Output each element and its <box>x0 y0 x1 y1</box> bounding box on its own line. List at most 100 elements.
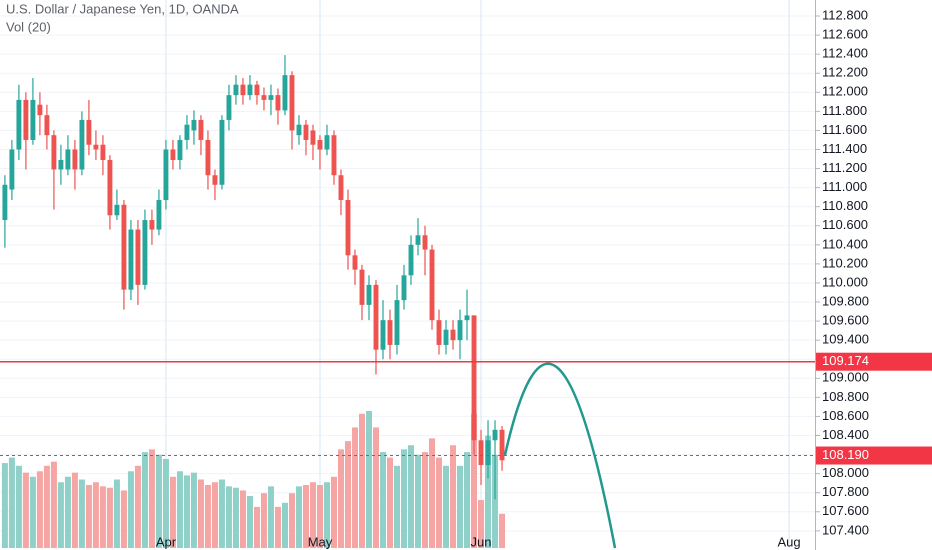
x-tick-label: Aug <box>778 534 801 549</box>
candle-body <box>212 175 218 185</box>
candle-body <box>359 269 365 305</box>
candle-body <box>485 440 491 466</box>
volume-bar <box>260 493 267 548</box>
candle-body <box>100 144 106 160</box>
candle-body <box>44 115 50 136</box>
volume-bar <box>8 457 15 548</box>
volume-bar <box>464 452 471 548</box>
volume-bar <box>302 484 309 548</box>
candle-body <box>226 95 232 120</box>
volume-bar <box>372 427 379 548</box>
candle-body <box>464 315 470 321</box>
candle-body <box>16 99 22 150</box>
candle-body <box>275 95 281 111</box>
candle-body <box>51 135 57 170</box>
volume-label: Vol (20) <box>6 19 51 34</box>
candle-body <box>499 429 505 461</box>
volume-bar <box>351 427 358 548</box>
volume-bar <box>71 472 78 548</box>
volume-bar <box>141 452 148 548</box>
candle-body <box>415 235 421 245</box>
candle-body <box>429 249 435 321</box>
y-tick-label: 108.600 <box>822 408 869 423</box>
y-tick-label: 111.800 <box>822 103 867 118</box>
volume-bar <box>323 482 330 548</box>
candle-body <box>443 329 449 345</box>
volume-bar <box>415 454 422 548</box>
price-label-box <box>816 446 932 465</box>
y-tick-label: 112.200 <box>822 65 868 80</box>
volume-bar <box>183 475 190 548</box>
y-tick-label: 112.600 <box>822 27 868 42</box>
y-tick-label: 111.200 <box>822 160 867 175</box>
candle-body <box>9 149 15 190</box>
candle-body <box>373 284 379 350</box>
candle-body <box>114 204 120 216</box>
candle-body <box>163 149 169 201</box>
volume-bar <box>134 465 141 548</box>
volume-bar <box>267 486 274 548</box>
y-tick-label: 110.600 <box>822 217 868 232</box>
y-tick-label: 112.800 <box>822 7 868 22</box>
candle-body <box>233 84 239 96</box>
y-tick-label: 112.400 <box>822 46 868 61</box>
volume-bar <box>127 471 134 548</box>
volume-bar <box>211 482 218 548</box>
candle-body <box>170 149 176 160</box>
volume-bar <box>429 438 436 548</box>
y-tick-label: 111.600 <box>822 122 867 137</box>
candle-body <box>366 284 372 305</box>
volume-bar <box>281 502 288 548</box>
candle-body <box>254 84 260 96</box>
candle-body <box>198 119 204 140</box>
candle-body <box>338 175 344 201</box>
volume-bar <box>64 476 71 548</box>
candle-body <box>205 139 211 176</box>
volume-bar <box>36 471 43 548</box>
volume-bar <box>337 449 344 548</box>
candle-body <box>345 200 351 256</box>
candle-body <box>184 124 190 140</box>
candle-body <box>261 95 267 100</box>
candle-body <box>156 200 162 230</box>
volume-bar <box>485 435 492 548</box>
y-tick-label: 111.400 <box>822 141 867 156</box>
candle-body <box>86 119 92 145</box>
y-tick-label: 110.000 <box>822 274 868 289</box>
volume-bar <box>246 495 253 548</box>
volume-bar <box>57 482 64 548</box>
volume-bar <box>365 411 372 548</box>
volume-bar <box>225 486 232 548</box>
volume-bar <box>232 487 239 548</box>
candle-body <box>121 204 127 290</box>
candle-body <box>296 124 302 136</box>
candle-body <box>247 84 253 96</box>
y-tick-label: 109.600 <box>822 313 869 328</box>
volume-bar <box>120 490 127 548</box>
candle-body <box>128 229 134 290</box>
volume-bar <box>162 458 169 548</box>
volume-bar <box>190 472 197 548</box>
candle-body <box>408 244 414 276</box>
candle-body <box>380 320 386 350</box>
candle-body <box>30 99 36 140</box>
projection-arc <box>503 362 617 549</box>
volume-bar <box>43 465 50 548</box>
volume-bar <box>29 476 36 548</box>
volume-bar <box>148 449 155 548</box>
volume-bar <box>85 484 92 548</box>
volume-bar <box>358 413 365 548</box>
volume-bar <box>197 479 204 548</box>
volume-bar <box>386 457 393 548</box>
candle-body <box>310 130 316 145</box>
volume-bar <box>422 452 429 548</box>
volume-bar <box>15 465 22 548</box>
candle-body <box>37 104 43 116</box>
volume-bar <box>92 482 99 548</box>
volume-bar <box>400 449 407 548</box>
plot-area <box>0 0 815 548</box>
volume-bar <box>443 465 450 548</box>
candle-body <box>135 229 141 285</box>
volume-bar <box>379 452 386 548</box>
